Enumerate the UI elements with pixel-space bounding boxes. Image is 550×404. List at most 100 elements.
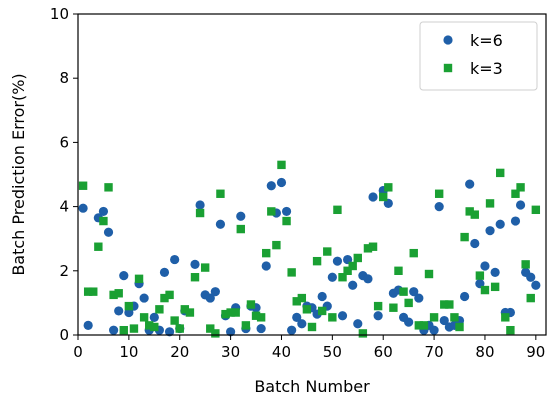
- point-k6-20: [190, 259, 200, 269]
- legend-label-k3: k=3: [470, 59, 503, 78]
- point-k6-87: [531, 280, 541, 290]
- y-tick-label-2: 2: [59, 262, 69, 280]
- point-k3-68: [424, 269, 434, 279]
- point-k3-48: [323, 247, 332, 256]
- point-k3-40: [282, 216, 291, 226]
- point-k3-5: [104, 183, 113, 192]
- point-k3-13: [145, 321, 154, 330]
- point-k6-27: [226, 327, 236, 337]
- y-tick-label-0: 0: [59, 326, 69, 344]
- point-k6-29: [236, 211, 246, 221]
- point-k6-56: [373, 311, 383, 321]
- point-k6-40: [292, 312, 302, 322]
- point-k3-28: [221, 309, 230, 319]
- point-k3-84: [506, 325, 515, 335]
- point-k6-84: [515, 200, 526, 210]
- point-k3-81: [490, 282, 500, 292]
- point-k3-87: [521, 260, 530, 269]
- point-k3-44: [302, 305, 312, 314]
- point-k6-34: [261, 261, 271, 271]
- point-k3-47: [317, 306, 327, 316]
- point-k3-89: [531, 205, 541, 215]
- x-axis-label: Batch Number: [254, 377, 370, 396]
- point-k3-3: [94, 242, 103, 251]
- point-k6-7: [119, 271, 129, 281]
- point-k6-47: [327, 272, 337, 282]
- point-k6-86: [526, 272, 536, 282]
- point-k3-62: [394, 266, 403, 275]
- legend-marker-k6: [443, 35, 453, 45]
- point-k3-52: [343, 266, 352, 275]
- point-k3-27: [216, 189, 225, 198]
- point-k3-15: [155, 305, 164, 314]
- point-k3-69: [429, 313, 439, 322]
- x-tick-label-20: 20: [170, 343, 189, 361]
- point-k6-54: [363, 274, 373, 284]
- point-k3-4: [99, 216, 108, 226]
- point-k3-35: [256, 313, 266, 322]
- point-k3-16: [160, 293, 169, 303]
- point-k6-79: [490, 267, 500, 278]
- x-tick-label-0: 0: [73, 343, 83, 361]
- x-tick-label-10: 10: [119, 343, 138, 361]
- point-k3-42: [292, 297, 301, 306]
- point-k6-80: [495, 219, 505, 229]
- point-k3-51: [338, 273, 347, 282]
- point-k3-59: [379, 192, 388, 202]
- point-k3-58: [373, 301, 383, 311]
- x-axis-ticks: 0 10 20 30 40 50 60 70 80 90: [73, 335, 545, 361]
- point-k3-74: [455, 322, 464, 332]
- point-k6-75: [470, 238, 480, 249]
- point-k3-66: [414, 321, 424, 330]
- point-k3-73: [450, 313, 459, 322]
- point-k6-63: [409, 287, 419, 297]
- point-k6-4: [103, 227, 114, 237]
- point-k6-62: [404, 317, 414, 327]
- point-k3-0: [78, 181, 88, 190]
- x-tick-label-70: 70: [425, 343, 444, 361]
- point-k3-86: [516, 183, 525, 192]
- point-k3-79: [480, 285, 490, 295]
- point-k3-34: [251, 311, 261, 320]
- point-k6-77: [480, 261, 490, 271]
- y-tick-label-6: 6: [59, 133, 69, 151]
- point-k3-82: [496, 168, 505, 178]
- point-k6-24: [210, 287, 220, 297]
- point-k3-67: [419, 321, 429, 330]
- point-k3-2: [89, 287, 98, 296]
- point-k3-75: [460, 232, 469, 242]
- point-k3-50: [333, 205, 342, 215]
- point-k3-78: [475, 271, 485, 280]
- point-k3-25: [206, 324, 215, 333]
- point-k3-88: [526, 293, 535, 303]
- point-k3-18: [170, 316, 179, 325]
- point-k6-45: [317, 291, 327, 302]
- point-k3-32: [241, 321, 251, 330]
- point-k3-83: [501, 313, 510, 322]
- point-k6-48: [332, 256, 343, 266]
- point-k3-31: [236, 224, 245, 234]
- point-k3-71: [440, 300, 449, 309]
- point-k3-49: [328, 313, 337, 322]
- point-k6-55: [368, 192, 378, 202]
- point-k6-52: [353, 319, 363, 329]
- point-k6-37: [276, 177, 287, 188]
- point-k6-1: [83, 320, 93, 330]
- y-tick-label-4: 4: [59, 198, 69, 216]
- point-k3-85: [511, 189, 520, 198]
- point-k6-74: [465, 179, 475, 189]
- point-k3-14: [150, 322, 159, 332]
- point-k3-30: [231, 308, 240, 317]
- point-k3-8: [119, 325, 128, 335]
- legend-label-k6: k=6: [470, 31, 503, 50]
- point-k3-61: [389, 303, 398, 312]
- point-k3-45: [307, 322, 317, 332]
- point-k3-36: [262, 248, 271, 258]
- point-k3-72: [445, 300, 454, 309]
- point-k6-51: [348, 280, 358, 290]
- point-k6-78: [485, 226, 495, 236]
- point-k3-53: [348, 261, 357, 271]
- point-k3-38: [272, 240, 281, 250]
- x-tick-label-30: 30: [221, 343, 240, 361]
